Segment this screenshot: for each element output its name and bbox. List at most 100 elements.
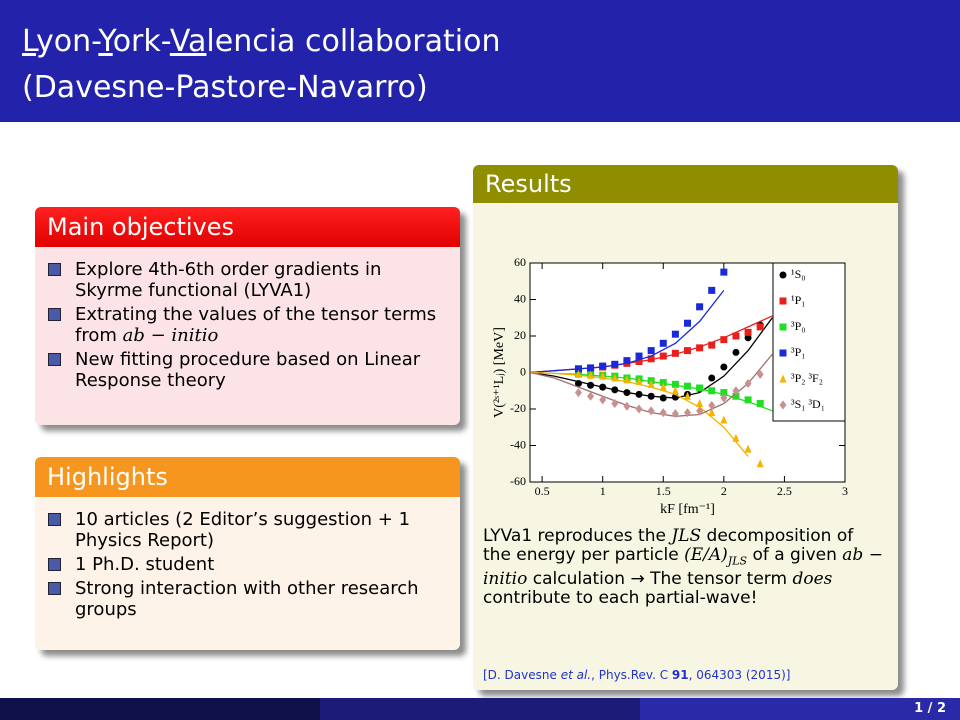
y-tick-label: 20 <box>514 328 526 342</box>
y-tick-label: -60 <box>510 474 526 488</box>
marker <box>611 360 619 368</box>
marker <box>720 336 728 344</box>
item-math: ab − initio <box>122 325 219 346</box>
text: , Phys.Rev. C <box>591 668 672 682</box>
marker <box>611 386 619 394</box>
marker <box>587 391 595 401</box>
x-tick-label: 1 <box>600 484 606 498</box>
marker <box>647 392 655 400</box>
list-item: Explore 4th-6th order gradients in Skyrm… <box>48 259 450 301</box>
block-title: Main objectives <box>35 207 460 247</box>
marker <box>779 323 787 331</box>
y-tick-label: -40 <box>510 437 526 451</box>
marker <box>684 319 691 327</box>
text: contribute to each partial-wave! <box>483 588 758 609</box>
x-axis-label: kF [fm⁻¹] <box>660 502 715 517</box>
marker <box>708 387 716 395</box>
marker <box>779 349 787 357</box>
text: calculation → The tensor term <box>527 569 793 590</box>
marker <box>659 394 667 402</box>
marker <box>599 362 607 370</box>
marker <box>659 408 667 418</box>
marker <box>684 391 691 400</box>
subtitle: (Davesne-Pastore-Navarro) <box>22 70 428 105</box>
math: (E/A) <box>684 545 728 565</box>
marker <box>779 400 787 410</box>
marker <box>720 268 728 276</box>
text: et al. <box>560 668 592 682</box>
text: of a given <box>747 545 843 565</box>
marker <box>611 399 619 409</box>
math: JLS <box>671 526 702 546</box>
marker <box>659 382 667 391</box>
marker <box>623 375 631 384</box>
marker <box>659 352 667 360</box>
marker <box>732 386 740 396</box>
title-part: L <box>22 24 36 59</box>
title-part: lencia collaboration <box>206 24 501 59</box>
marker <box>623 357 631 365</box>
marker <box>708 408 716 417</box>
marker <box>671 380 679 388</box>
x-tick-label: 3 <box>842 484 848 498</box>
marker <box>696 344 704 352</box>
marker <box>732 332 740 340</box>
marker <box>635 358 643 366</box>
marker <box>574 388 582 398</box>
marker <box>696 384 704 392</box>
marker <box>659 379 667 387</box>
marker <box>779 374 787 383</box>
page-number: 1 / 2 <box>914 701 946 716</box>
marker <box>708 341 716 349</box>
legend-label: ¹S₀ <box>791 267 805 281</box>
marker <box>635 404 643 414</box>
footer: 1 / 2 <box>0 698 960 720</box>
marker <box>599 371 607 380</box>
block-title: Results <box>473 165 898 203</box>
marker <box>756 459 764 468</box>
legend-label: ¹P₁ <box>791 293 805 307</box>
highlights-block: Highlights 10 articles (2 Editor’s sugge… <box>35 457 460 650</box>
legend-label: ³P₂ ³F₂ <box>791 371 823 385</box>
legend-box <box>772 262 846 422</box>
x-tick-label: 2.5 <box>777 484 792 498</box>
marker <box>599 383 607 391</box>
text: 91 <box>671 668 689 682</box>
marker <box>574 369 582 378</box>
chart: 0.5 1 1.5 2 2.5 3 -60 -40 -20 0 20 40 60 kF [fm⁻¹] V(²… <box>492 255 848 517</box>
y-tick-label: 0 <box>520 364 526 378</box>
text: LYVa1 reproduces the <box>483 526 672 546</box>
y-tick-label: -20 <box>510 401 526 415</box>
marker <box>744 396 752 404</box>
marker <box>659 339 667 347</box>
marker <box>587 364 595 372</box>
block-title: Highlights <box>35 457 460 497</box>
legend-label: ³P₁ <box>791 345 805 359</box>
marker <box>756 400 764 408</box>
marker <box>671 409 679 419</box>
marker <box>574 379 582 387</box>
marker <box>756 369 764 379</box>
list-item: Strong interaction with other research g… <box>48 578 450 620</box>
marker <box>671 330 679 338</box>
marker <box>720 389 728 397</box>
marker <box>611 373 619 382</box>
title-part: Y <box>98 24 113 59</box>
marker <box>574 365 582 373</box>
marker <box>684 347 691 355</box>
marker <box>720 415 728 424</box>
marker <box>671 349 679 357</box>
marker <box>635 377 643 386</box>
marker <box>744 378 752 388</box>
marker <box>635 390 643 398</box>
title-part: ork- <box>112 24 170 59</box>
marker <box>671 386 679 395</box>
results-text: LYVa1 reproduces the JLS decomposition o… <box>483 527 883 608</box>
marker <box>708 374 716 382</box>
marker <box>623 401 631 411</box>
marker <box>744 444 752 453</box>
text: , 064303 (2015)] <box>688 668 791 682</box>
x-tick-label: 2 <box>721 484 727 498</box>
list-item: Extrating the values of the tensor terms… <box>48 304 450 346</box>
